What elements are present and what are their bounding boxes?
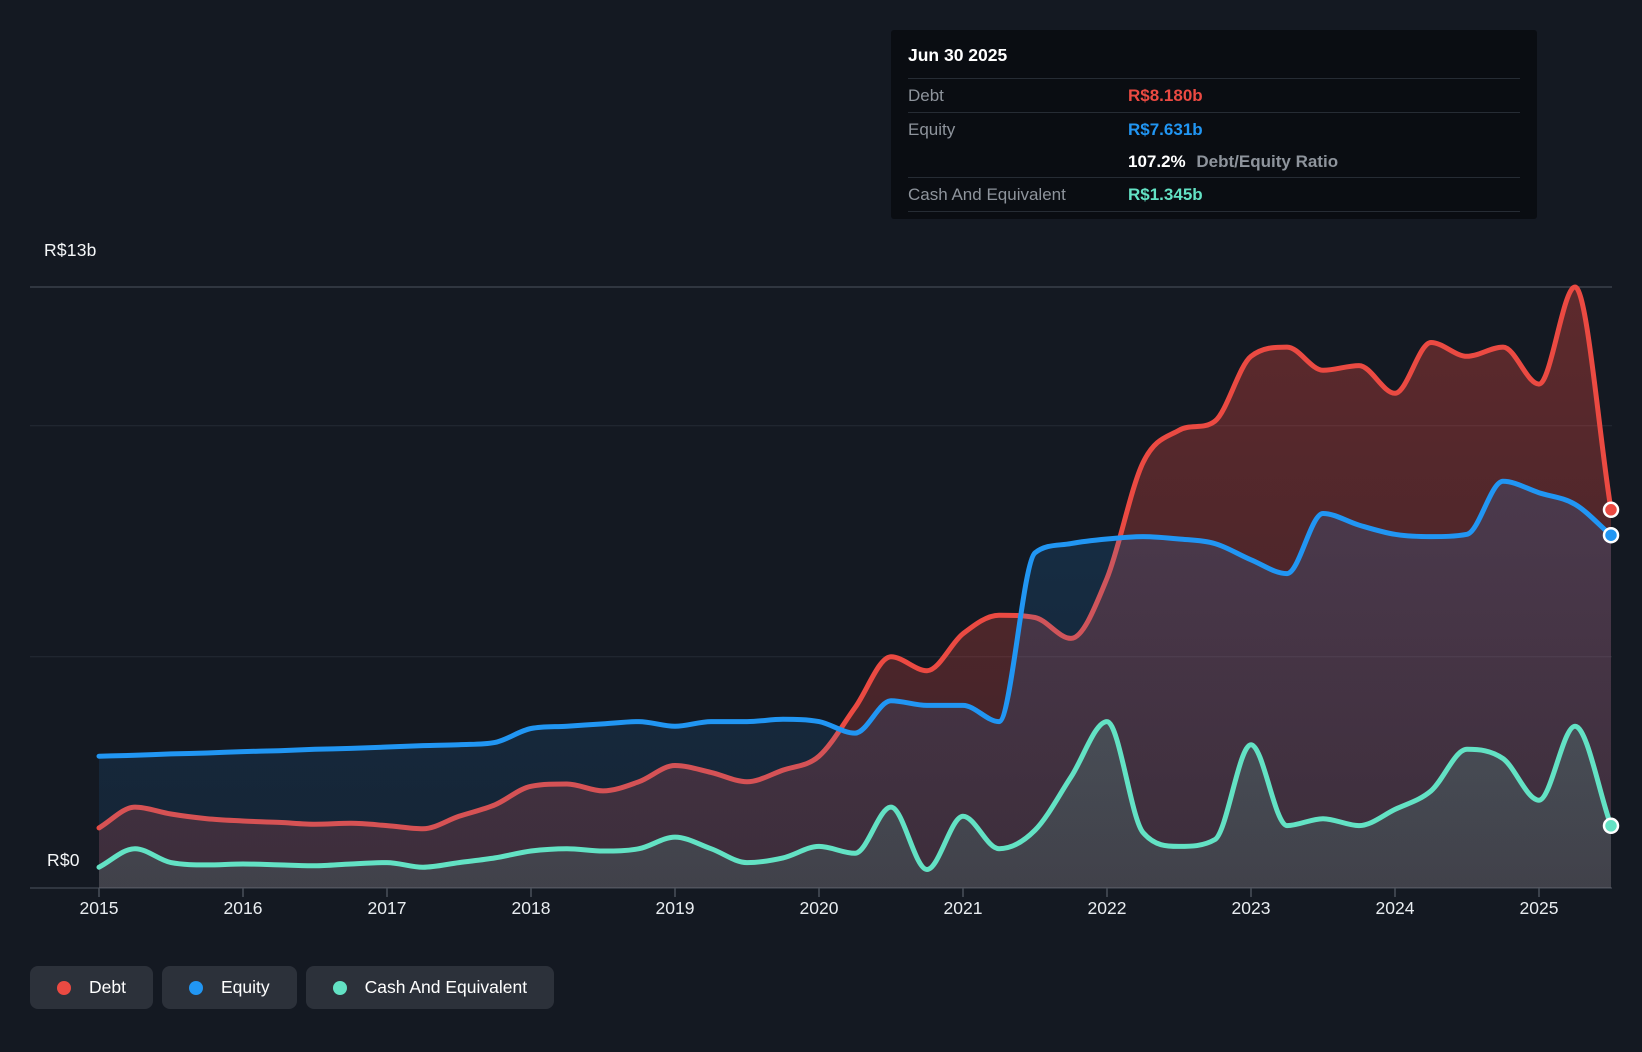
equity-endpoint-marker [1602,526,1620,544]
tooltip-row-equity: Equity R$7.631b [908,113,1520,146]
tooltip-divider [908,112,1520,113]
x-axis-year-label-2023: 2023 [1231,898,1271,918]
x-axis-year-label-2018: 2018 [511,898,551,918]
cash-and-equivalent-line [96,719,1614,872]
tooltip-divider [908,177,1520,178]
legend-label-equity: Equity [220,977,270,997]
tooltip-row-debt: Debt R$8.180b [908,79,1520,112]
cash-and-equivalent-endpoint-marker [1602,817,1620,835]
y-axis-label-zero: R$0 [47,850,80,870]
x-axis-year-label-2025: 2025 [1519,898,1559,918]
tooltip-equity-label: Equity [908,119,956,139]
tooltip-cash-label: Cash And Equivalent [908,184,1066,204]
tooltip-row-ratio: 107.2% Debt/Equity Ratio [908,146,1520,177]
legend-item-cash-and-equivalent[interactable]: Cash And Equivalent [305,966,555,1009]
equity-color-dot-icon [188,980,203,995]
tooltip-ratio-label: Debt/Equity Ratio [1196,151,1339,171]
tooltip-cash-value: R$1.345b [1128,184,1203,204]
legend-item-equity[interactable]: Equity [161,966,297,1009]
x-axis-year-label-2015: 2015 [79,898,119,918]
equity-line [96,478,1614,759]
debt-endpoint-marker [1602,501,1620,519]
tooltip-ratio-value: 107.2% [1128,151,1186,171]
legend-item-debt[interactable]: Debt [30,966,153,1009]
x-axis-year-label-2016: 2016 [223,898,263,918]
x-axis-year-label-2021: 2021 [943,898,983,918]
cash-and-equivalent-color-dot-icon [332,980,347,995]
legend-label-cash-and-equivalent: Cash And Equivalent [364,977,528,997]
x-axis-year-label-2022: 2022 [1087,898,1127,918]
tooltip-debt-label: Debt [908,85,944,105]
chart-legend: Debt Equity Cash And Equivalent [30,966,555,1009]
tooltip-divider [908,211,1520,212]
tooltip-row-cash: Cash And Equivalent R$1.345b [908,178,1520,211]
y-axis-label-max: R$13b [44,240,97,260]
tooltip-date: Jun 30 2025 [908,45,1008,65]
debt-color-dot-icon [57,980,71,995]
x-axis-year-label-2024: 2024 [1375,898,1415,918]
x-axis-year-label-2019: 2019 [655,898,695,918]
chart-tooltip: Jun 30 2025 Debt R$8.180b Equity R$7.631… [891,30,1537,219]
x-axis-year-label-2020: 2020 [799,898,839,918]
legend-label-debt: Debt [89,977,126,997]
tooltip-debt-value: R$8.180b [1128,85,1203,105]
tooltip-divider [908,78,1520,79]
cash-and-equivalent-area [99,721,1611,888]
x-axis-year-label-2017: 2017 [367,898,407,918]
tooltip-equity-value: R$7.631b [1128,119,1203,139]
